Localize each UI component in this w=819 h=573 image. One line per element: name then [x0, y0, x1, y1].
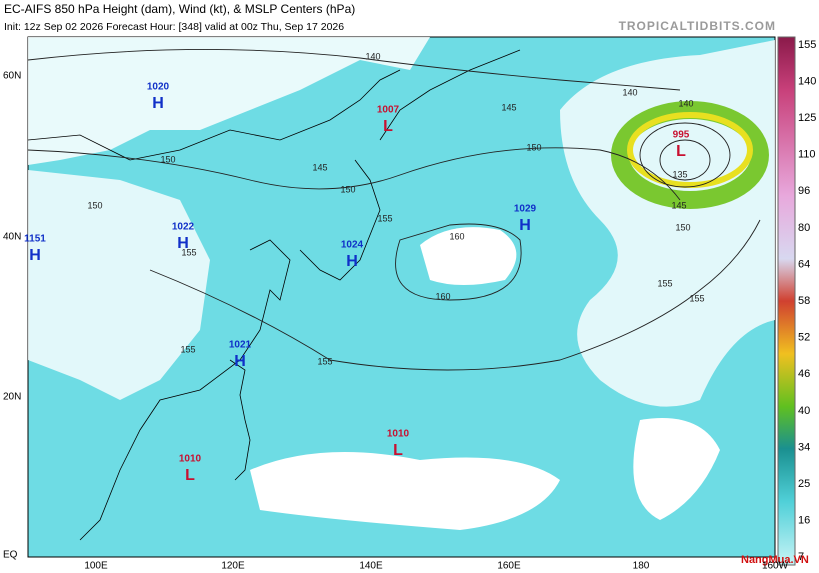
clear-area	[420, 227, 517, 285]
colorbar-tick: 64	[798, 258, 810, 270]
center-pressure: 1010	[387, 429, 410, 440]
contour-label: 135	[672, 169, 687, 179]
wind-max	[627, 112, 753, 188]
center-symbol: H	[519, 217, 531, 234]
clear-area	[28, 37, 430, 165]
coastlines	[27, 49, 521, 541]
contour-label: 155	[689, 293, 704, 303]
map	[27, 36, 776, 558]
contour-label: 145	[671, 200, 686, 210]
clear-area	[28, 170, 210, 400]
contour-label: 155	[317, 356, 332, 366]
lat-label: EQ	[3, 550, 18, 561]
colorbar-tick: 125	[798, 112, 816, 124]
center-symbol: L	[383, 118, 393, 135]
center-pressure: 1007	[377, 105, 400, 116]
contour-label: 140	[365, 51, 380, 61]
center-pressure: 1022	[172, 222, 195, 233]
center-symbol: H	[152, 95, 164, 112]
colorbar-tick: 34	[798, 441, 810, 453]
lon-label: 180	[633, 561, 650, 572]
contour-label: 150	[160, 154, 175, 164]
colorbar	[777, 36, 796, 566]
lat-label: 40N	[3, 232, 21, 243]
colorbar-tick: 155	[798, 39, 816, 51]
colorbar-tick: 25	[798, 478, 810, 490]
lon-label: 160W	[762, 561, 789, 572]
center-pressure: 1151	[24, 234, 46, 245]
center-symbol: L	[185, 467, 195, 484]
contour-label: 155	[180, 344, 195, 354]
colorbar-tick: 96	[798, 185, 810, 197]
colorbar-tick: 52	[798, 332, 810, 344]
contour-label: 150	[526, 142, 541, 152]
colorbar-tick: 80	[798, 222, 810, 234]
lon-label: 160E	[497, 561, 521, 572]
colorbar-tick: 58	[798, 295, 810, 307]
lon-label: 100E	[84, 561, 108, 572]
contour-label: 160	[449, 231, 464, 241]
center-symbol: H	[177, 235, 189, 252]
contour-label: 145	[312, 162, 327, 172]
colorbar-tick: 40	[798, 405, 810, 417]
wind-max	[611, 101, 769, 209]
contour-label: 150	[87, 200, 102, 210]
center-symbol: L	[676, 143, 686, 160]
center-pressure: 1010	[179, 454, 202, 465]
watermark: NangMua.VN	[741, 554, 809, 566]
lat-label: 60N	[3, 71, 21, 82]
center-symbol: L	[393, 442, 403, 459]
contour-label: 155	[181, 247, 196, 257]
center-pressure: 1024	[341, 240, 364, 251]
center-pressure: 995	[673, 130, 690, 141]
subtitle: Init: 12z Sep 02 2026 Forecast Hour: [34…	[4, 21, 344, 33]
colorbar-tick: 110	[798, 149, 816, 161]
height-contours	[27, 49, 761, 371]
center-pressure: 1021	[229, 340, 252, 351]
contour-label: 150	[675, 222, 690, 232]
contour-label: 140	[678, 98, 693, 108]
center-symbol: H	[29, 247, 41, 264]
center-pressure: 1020	[147, 82, 170, 93]
contour-label: 155	[657, 278, 672, 288]
center-symbol: H	[234, 353, 246, 370]
lon-label: 140E	[359, 561, 383, 572]
colorbar-tick: 140	[798, 75, 816, 87]
clear-area	[633, 418, 720, 520]
center-pressure: 1029	[514, 204, 537, 215]
contour-label: 140	[622, 87, 637, 97]
contour-label: 160	[435, 291, 450, 301]
center-symbol: H	[346, 253, 358, 270]
title: EC-AIFS 850 hPa Height (dam), Wind (kt),…	[4, 2, 355, 16]
contour-label: 150	[340, 184, 355, 194]
lon-label: 120E	[221, 561, 245, 572]
clear-area	[250, 452, 560, 530]
contour-label: 155	[377, 213, 392, 223]
colorbar-tick: 7	[798, 551, 804, 563]
site-name: TROPICALTIDBITS.COM	[619, 19, 776, 33]
contour-label: 145	[501, 102, 516, 112]
colorbar-tick: 46	[798, 368, 810, 380]
clear-area	[560, 40, 775, 407]
lat-label: 20N	[3, 392, 21, 403]
colorbar-tick: 16	[798, 515, 810, 527]
